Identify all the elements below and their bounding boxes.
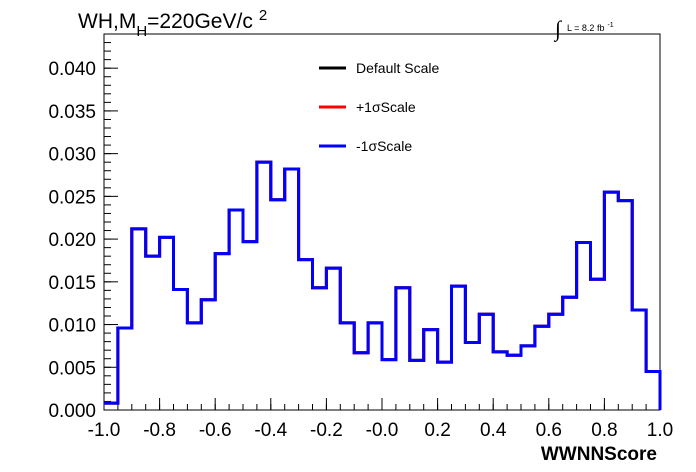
x-tick-label: 0.6 <box>536 420 562 441</box>
luminosity-label: ∫ L = 8.2 fb -1 <box>553 16 614 42</box>
chart-title: WH,MH=220GeV/c 2 <box>78 7 267 40</box>
legend: Default Scale +1σScale -1σScale <box>319 60 439 154</box>
y-tick-label: 0.020 <box>48 230 96 251</box>
y-tick-label: 0.040 <box>48 59 96 80</box>
legend-label: -1σScale <box>356 138 412 154</box>
x-tick-label: -0.8 <box>143 420 176 441</box>
title-superscript: 2 <box>259 7 267 24</box>
y-tick-label: 0.005 <box>48 358 96 379</box>
y-tick-label: 0.010 <box>48 316 96 337</box>
x-tick-label: -0.4 <box>254 420 287 441</box>
x-tick-label: -1.0 <box>88 420 121 441</box>
x-tick-label: -0.2 <box>310 420 343 441</box>
y-tick-label: 0.030 <box>48 145 96 166</box>
luminosity-unit-exponent: -1 <box>607 22 613 29</box>
x-axis: -1.0 -0.8 -0.6 -0.4 -0.2 -0.0 0.2 0.4 0.6 0.8 1.0 <box>88 398 673 441</box>
histogram-series <box>104 160 662 410</box>
y-tick-label: 0.000 <box>48 401 96 422</box>
title-main: WH,M <box>78 10 136 33</box>
histogram-line-series-2 <box>104 160 662 410</box>
x-tick-label: 0.2 <box>424 420 450 441</box>
x-axis-title: WWNNScore <box>541 444 657 465</box>
x-tick-label: 0.8 <box>591 420 617 441</box>
x-tick-label: -0.6 <box>199 420 232 441</box>
x-tick-label: 1.0 <box>647 420 673 441</box>
y-tick-label: 0.015 <box>48 273 96 294</box>
x-tick-label: 0.4 <box>480 420 507 441</box>
title-subscript: H <box>136 23 147 40</box>
legend-label: +1σScale <box>356 99 416 115</box>
integral-symbol: ∫ <box>553 16 563 42</box>
y-tick-label: 0.035 <box>48 102 96 123</box>
luminosity-value: L = 8.2 fb <box>567 23 604 33</box>
y-tick-label: 0.025 <box>48 187 96 208</box>
title-rest: =220GeV/c <box>147 10 253 33</box>
y-axis: 0.000 0.005 0.010 0.015 0.020 0.025 0.030 0.035… <box>48 33 118 422</box>
luminosity-text: L = 8.2 fb -1 <box>567 22 614 33</box>
legend-label: Default Scale <box>356 60 439 76</box>
x-tick-label: -0.0 <box>366 420 399 441</box>
